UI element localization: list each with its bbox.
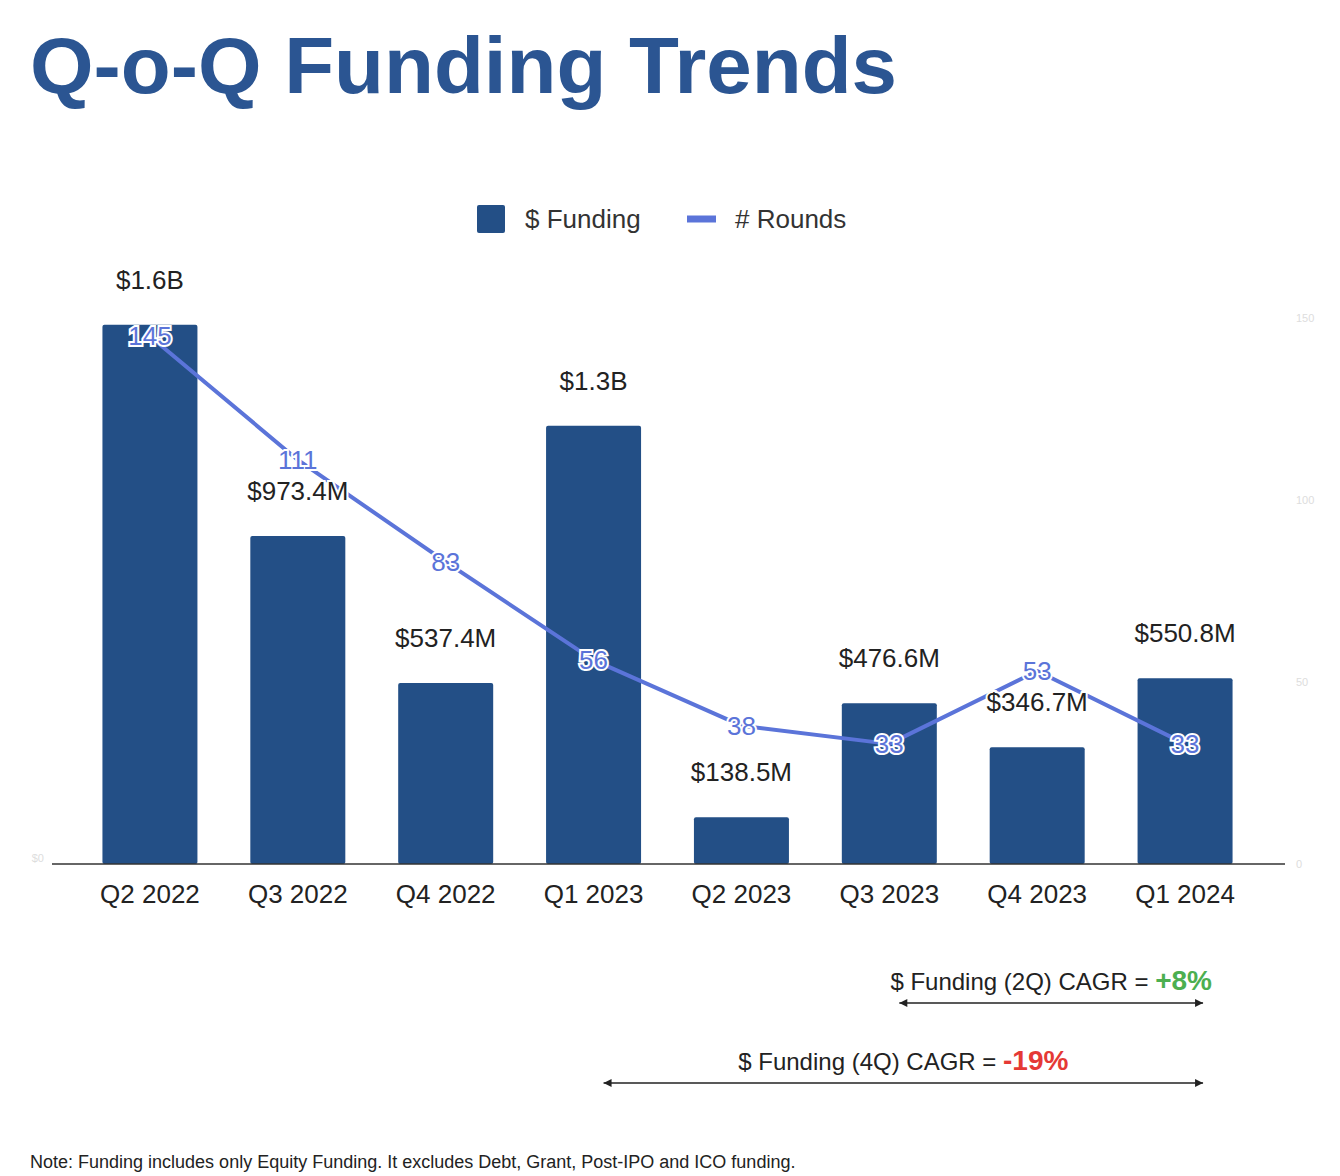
bar — [398, 683, 493, 864]
arrow-head — [1195, 1079, 1203, 1087]
bar — [694, 817, 789, 864]
x-tick-label: Q4 2023 — [987, 879, 1087, 909]
x-tick-label: Q4 2022 — [396, 879, 496, 909]
annotation-arrow — [899, 1002, 1203, 1004]
arrow-head — [604, 1079, 612, 1087]
legend-swatch — [687, 216, 716, 223]
bar-label: $476.6M — [839, 643, 940, 673]
line-label: 33 — [875, 729, 904, 759]
line-label: 38 — [727, 711, 756, 741]
annotation: $ Funding (4Q) CAGR = -19% — [738, 1045, 1068, 1076]
bar — [546, 426, 641, 864]
bar — [1138, 678, 1233, 864]
y2-tick-label: 150 — [1296, 312, 1314, 324]
annotation: $ Funding (2Q) CAGR = +8% — [890, 965, 1212, 996]
y2-tick-label: 0 — [1296, 858, 1302, 870]
arrow-head — [899, 999, 907, 1007]
line-label: 56 — [579, 645, 608, 675]
y2-tick-label: 100 — [1296, 494, 1314, 506]
bar-label: $346.7M — [987, 687, 1088, 717]
bar — [990, 747, 1085, 864]
line-label: 33 — [1171, 729, 1200, 759]
bar-label: $1.6B — [116, 265, 184, 295]
bar-label: $138.5M — [691, 757, 792, 787]
legend: $ Funding # Rounds — [477, 204, 846, 234]
bar-label: $537.4M — [395, 623, 496, 653]
plot-marks — [102, 325, 1232, 864]
y-tick-label: $0 — [32, 852, 44, 864]
legend-swatch — [477, 205, 505, 233]
line-label: 53 — [1023, 656, 1052, 686]
legend-label: # Rounds — [735, 204, 846, 234]
bar — [102, 325, 197, 864]
annotation-arrow — [604, 1082, 1204, 1084]
arrow-head — [1195, 999, 1203, 1007]
x-tick-label: Q1 2024 — [1135, 879, 1235, 909]
x-tick-label: Q3 2022 — [248, 879, 348, 909]
annotation-label: $ Funding (4Q) CAGR = — [738, 1048, 1003, 1075]
annotation-value: +8% — [1155, 965, 1212, 996]
rounds-line — [150, 336, 1185, 744]
line-label: 111 — [278, 445, 318, 475]
annotations: $ Funding (2Q) CAGR = +8% $ Funding (4Q) … — [604, 965, 1213, 1087]
chart: Q-o-Q Funding Trends $0 0 50 100 150 $1.6B $973… — [0, 0, 1340, 1176]
line-label: 145 — [128, 321, 171, 351]
bar — [250, 536, 345, 864]
x-tick-label: Q2 2023 — [692, 879, 792, 909]
bar-label: $550.8M — [1134, 618, 1235, 648]
annotation-value: -19% — [1003, 1045, 1068, 1076]
title: Q-o-Q Funding Trends — [30, 21, 897, 110]
annotation-label: $ Funding (2Q) CAGR = — [890, 968, 1155, 995]
x-tick-label: Q3 2023 — [839, 879, 939, 909]
x-axis — [52, 863, 1285, 865]
data-labels: $1.6B $973.4M $537.4M $1.3B $138.5M $476.6M $3… — [116, 265, 1236, 788]
line-label: 83 — [431, 547, 460, 577]
legend-label: $ Funding — [525, 204, 641, 234]
x-tick-label: Q2 2022 — [100, 879, 200, 909]
x-tick-label: Q1 2023 — [544, 879, 644, 909]
y2-tick-label: 50 — [1296, 676, 1308, 688]
note: Note: Funding includes only Equity Fundi… — [30, 1152, 795, 1172]
bar-label: $973.4M — [247, 476, 348, 506]
bar-label: $1.3B — [560, 366, 628, 396]
